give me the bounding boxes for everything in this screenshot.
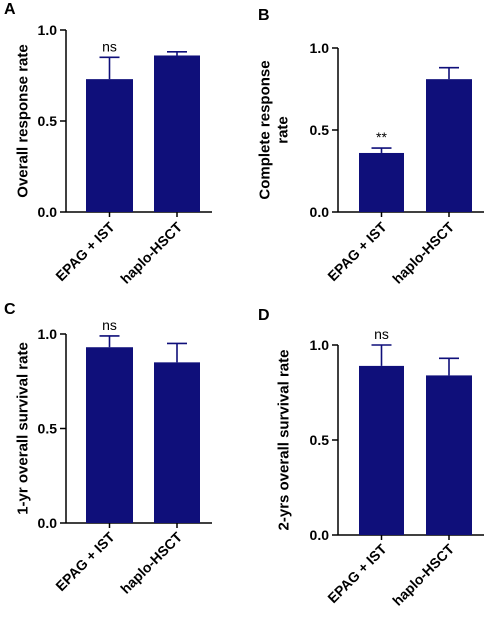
x-tick-label: EPAG + IST	[324, 218, 390, 284]
significance-label: ns	[102, 38, 117, 54]
y-tick-label: 0.5	[310, 122, 330, 138]
significance-label: ns	[102, 317, 117, 333]
y-tick-label: 0.5	[38, 421, 58, 437]
significance-label: **	[376, 129, 387, 145]
y-tick-label: 0.0	[38, 515, 58, 531]
bar	[154, 362, 200, 523]
y-axis-label: rate	[274, 116, 291, 144]
panel-c: C 0.0 0.5 1.0 1-yr overall survival rate ns EP…	[4, 301, 212, 597]
y-tick-label: 0.0	[310, 204, 330, 220]
y-axis-label: 2-yrs overall survival rate	[275, 350, 292, 531]
panel-letter: A	[4, 1, 16, 18]
y-tick-label: 1.0	[310, 337, 330, 353]
bar	[154, 55, 200, 213]
bar	[359, 365, 404, 535]
bar	[86, 347, 133, 523]
bar	[86, 79, 133, 212]
panel-a: A 0.0 0.5 1.0 Overall response rate ns EPAG + …	[4, 1, 212, 287]
x-tick-label: haplo-HSCT	[389, 218, 457, 286]
x-tick-label: EPAG + IST	[52, 528, 118, 594]
bar	[359, 152, 404, 212]
bar	[426, 79, 472, 212]
significance-label: ns	[374, 326, 389, 342]
y-tick-label: 0.0	[310, 527, 330, 543]
y-axis-label: Complete response	[256, 60, 273, 199]
y-tick-label: 1.0	[310, 40, 330, 56]
y-tick-label: 0.0	[38, 204, 58, 220]
panel-letter: D	[258, 307, 270, 324]
y-tick-label: 0.5	[310, 432, 330, 448]
panel-d: D 0.0 0.5 1.0 2-yrs overall survival rate ns E…	[258, 307, 484, 609]
x-tick-label: haplo-HSCT	[389, 540, 457, 608]
y-tick-label: 1.0	[38, 326, 58, 342]
panel-letter: C	[4, 301, 16, 318]
bar	[426, 375, 472, 535]
y-axis-label: Overall response rate	[14, 44, 31, 197]
x-tick-label: EPAG + IST	[324, 540, 390, 606]
panel-letter: B	[258, 7, 270, 24]
x-tick-label: haplo-HSCT	[117, 218, 185, 286]
x-tick-label: EPAG + IST	[52, 218, 118, 284]
y-tick-label: 0.5	[38, 113, 58, 129]
y-axis-label: 1-yr overall survival rate	[14, 342, 31, 515]
panel-b: B 0.0 0.5 1.0 Complete response rate ** EPAG + …	[256, 7, 484, 287]
y-tick-label: 1.0	[38, 22, 58, 38]
x-tick-label: haplo-HSCT	[117, 528, 185, 596]
